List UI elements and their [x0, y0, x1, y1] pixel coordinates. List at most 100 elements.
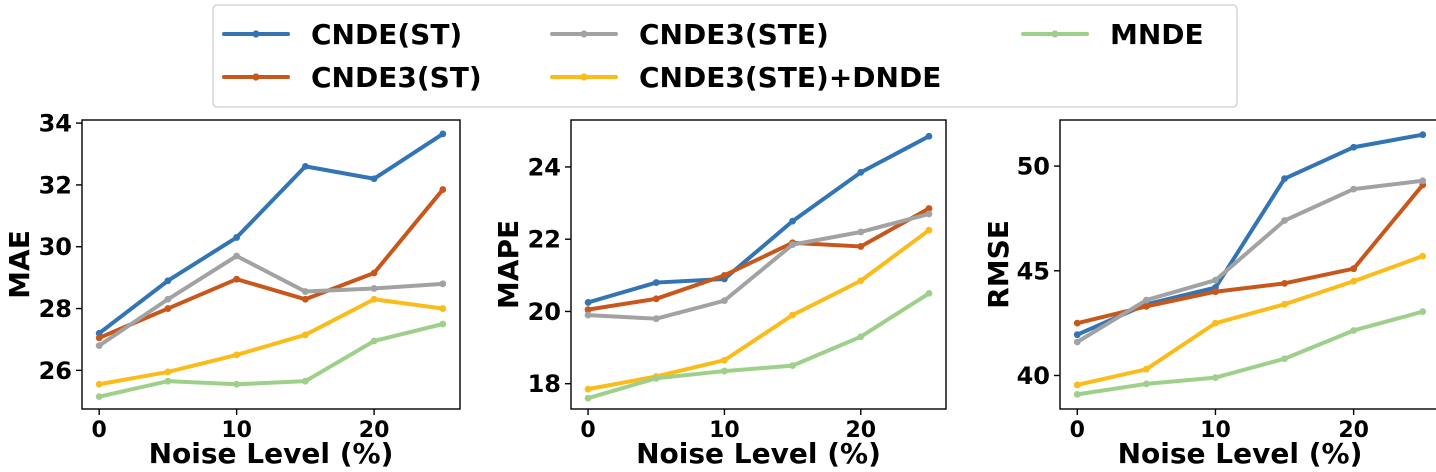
chart-rmse-point-cnde3-ste-dnde-15 [1281, 300, 1288, 308]
chart-mae-xtick-label-20: 20 [359, 418, 390, 443]
chart-mape-frame [570, 119, 947, 410]
chart-mape-point-cnde-st-5 [652, 279, 660, 286]
chart-mape-point-cnde3-ste-10 [721, 297, 728, 305]
chart-mape-series-cnde3-ste-dnde [586, 228, 931, 392]
chart-rmse-point-cnde3-ste-dnde-25 [1419, 252, 1427, 260]
chart-mae-point-cnde3-ste-25 [439, 280, 447, 288]
chart-mae-point-cnde-st-20 [370, 175, 378, 183]
chart-mape-point-cnde-st-25 [925, 132, 933, 140]
chart-mae-point-mnde-15 [301, 377, 309, 385]
chart-rmse-point-mnde-20 [1350, 327, 1358, 334]
chart-rmse-point-cnde3-ste-0 [1073, 338, 1081, 346]
chart-mae-ytick-label-30: 30 [39, 233, 72, 261]
chart-mape-ytick-label-18: 18 [528, 370, 561, 398]
chart-mae-point-cnde3-ste-dnde-20 [370, 295, 378, 303]
chart-mae-point-mnde-5 [164, 377, 172, 385]
chart-rmse-point-cnde3-ste-15 [1281, 217, 1288, 224]
chart-mae-point-cnde-st-15 [301, 162, 309, 170]
chart-mae-point-cnde3-ste-20 [370, 285, 378, 292]
chart-mae-point-cnde3-ste-10 [233, 252, 241, 260]
chart-mae-xtick-label-10: 10 [221, 418, 252, 443]
chart-mae-series-cnde3-st [97, 187, 445, 340]
chart-rmse-xtick-label-10: 10 [1200, 418, 1231, 443]
legend-label-cnde3-st: CNDE3(ST) [311, 61, 482, 94]
chart-mape-point-cnde3-st-0 [584, 306, 592, 314]
chart-mae: 0 10 20 26 28 30 32 34 Noise Level (%) MAE [3, 110, 461, 470]
legend-marker-mnde [1051, 30, 1059, 38]
chart-mae-xtick-label-0: 0 [92, 418, 107, 443]
chart-mae-series-cnde-st [97, 131, 445, 336]
chart-rmse-point-mnde-0 [1073, 390, 1081, 398]
legend: CNDE(ST) CNDE3(STE) MNDE CNDE3(ST) CNDE3(STE… [212, 4, 1238, 108]
legend-label-cnde-st: CNDE(ST) [311, 18, 462, 51]
chart-mape-xlabel: Noise Level (%) [636, 437, 881, 470]
chart-mae-point-mnde-25 [439, 320, 447, 328]
chart-rmse-point-cnde3-ste-dnde-10 [1212, 319, 1219, 327]
chart-mae-point-cnde-st-10 [233, 234, 241, 241]
chart-rmse-ylabel: RMSE [982, 220, 1015, 309]
chart-rmse-point-cnde-st-15 [1281, 175, 1288, 183]
chart-mape-series-cnde3-st [586, 206, 931, 312]
chart-rmse-series-cnde3-st [1075, 182, 1425, 326]
chart-mae-point-cnde-st-5 [164, 277, 172, 285]
chart-rmse-point-cnde3-ste-dnde-5 [1142, 365, 1150, 373]
legend-item-cnde3-ste-dnde: CNDE3(STE)+DNDE [550, 61, 941, 94]
chart-mae-point-cnde3-st-20 [370, 269, 378, 277]
chart-rmse-point-cnde3-st-20 [1350, 265, 1358, 273]
chart-mape-point-mnde-15 [789, 362, 796, 370]
chart-mape-point-cnde3-st-25 [925, 205, 933, 212]
legend-marker-cnde-st [252, 30, 260, 38]
chart-rmse: 0 10 20 40 45 50 Noise Level (%) RMSE [982, 119, 1436, 470]
chart-mae-ylabel: MAE [3, 230, 36, 299]
chart-mape-point-cnde3-ste-dnde-20 [857, 277, 865, 285]
legend-label-cnde3-ste-dnde: CNDE3(STE)+DNDE [639, 61, 941, 94]
chart-mape-point-cnde-st-0 [584, 299, 592, 306]
legend-item-cnde-st: CNDE(ST) [222, 18, 462, 51]
chart-mape-point-cnde3-ste-5 [652, 315, 660, 323]
chart-mape-ylabel: MAPE [492, 220, 525, 309]
chart-rmse-series-cnde-st [1075, 132, 1425, 337]
chart-rmse-frame [1059, 119, 1436, 410]
chart-mape-point-cnde3-ste-20 [857, 228, 865, 236]
chart-rmse-xlabel: Noise Level (%) [1118, 437, 1363, 470]
chart-mae-ytick-label-34: 34 [39, 110, 72, 138]
chart-mape-point-cnde-st-15 [789, 217, 796, 225]
chart-mae-point-mnde-10 [233, 380, 241, 388]
legend-label-cnde3-ste: CNDE3(STE) [639, 18, 829, 51]
chart-mae-series-mnde [97, 322, 445, 399]
chart-mae-point-cnde3-st-10 [233, 275, 241, 283]
chart-mae-point-cnde3-ste-15 [301, 288, 309, 295]
chart-rmse-point-cnde3-st-5 [1142, 302, 1150, 310]
chart-mape-point-cnde-st-20 [857, 168, 865, 176]
chart-mape-point-cnde3-st-10 [721, 271, 728, 279]
chart-mape-ytick-label-24: 24 [528, 153, 561, 181]
chart-mae-point-cnde3-ste-dnde-0 [95, 380, 103, 388]
legend-item-cnde3-ste: CNDE3(STE) [550, 18, 829, 51]
legend-marker-cnde3-st [252, 73, 260, 81]
chart-rmse-point-mnde-15 [1281, 355, 1288, 363]
chart-mape-xtick-label-10: 10 [709, 418, 740, 443]
chart-rmse-point-cnde3-ste-dnde-0 [1073, 381, 1081, 389]
chart-mape-ytick-label-22: 22 [528, 226, 561, 254]
chart-mape-point-cnde3-ste-25 [925, 210, 933, 218]
chart-mae-point-cnde3-st-25 [439, 186, 447, 193]
chart-mae-point-cnde3-ste-5 [164, 295, 172, 303]
legend-item-cnde3-st: CNDE3(ST) [222, 61, 482, 94]
chart-mae-point-mnde-20 [370, 337, 378, 345]
chart-rmse-series-mnde [1075, 309, 1425, 397]
chart-mape-ytick-label-20: 20 [528, 298, 561, 326]
chart-rmse-point-mnde-10 [1212, 374, 1219, 381]
chart-mape-series-mnde [586, 291, 931, 401]
chart-mape-point-mnde-0 [584, 394, 592, 402]
chart-mae-point-mnde-0 [95, 393, 103, 401]
chart-mae-point-cnde-st-25 [439, 130, 447, 138]
chart-rmse-point-mnde-5 [1142, 380, 1150, 388]
chart-mape-point-cnde3-ste-dnde-10 [721, 356, 728, 364]
legend-frame [212, 4, 1238, 108]
chart-mape-series-cnde-st [586, 134, 931, 305]
chart-mae-point-cnde3-st-5 [164, 305, 172, 312]
chart-rmse-point-mnde-25 [1419, 308, 1427, 316]
chart-rmse-point-cnde-st-25 [1419, 131, 1427, 139]
chart-mae-point-cnde3-ste-dnde-5 [164, 368, 172, 376]
